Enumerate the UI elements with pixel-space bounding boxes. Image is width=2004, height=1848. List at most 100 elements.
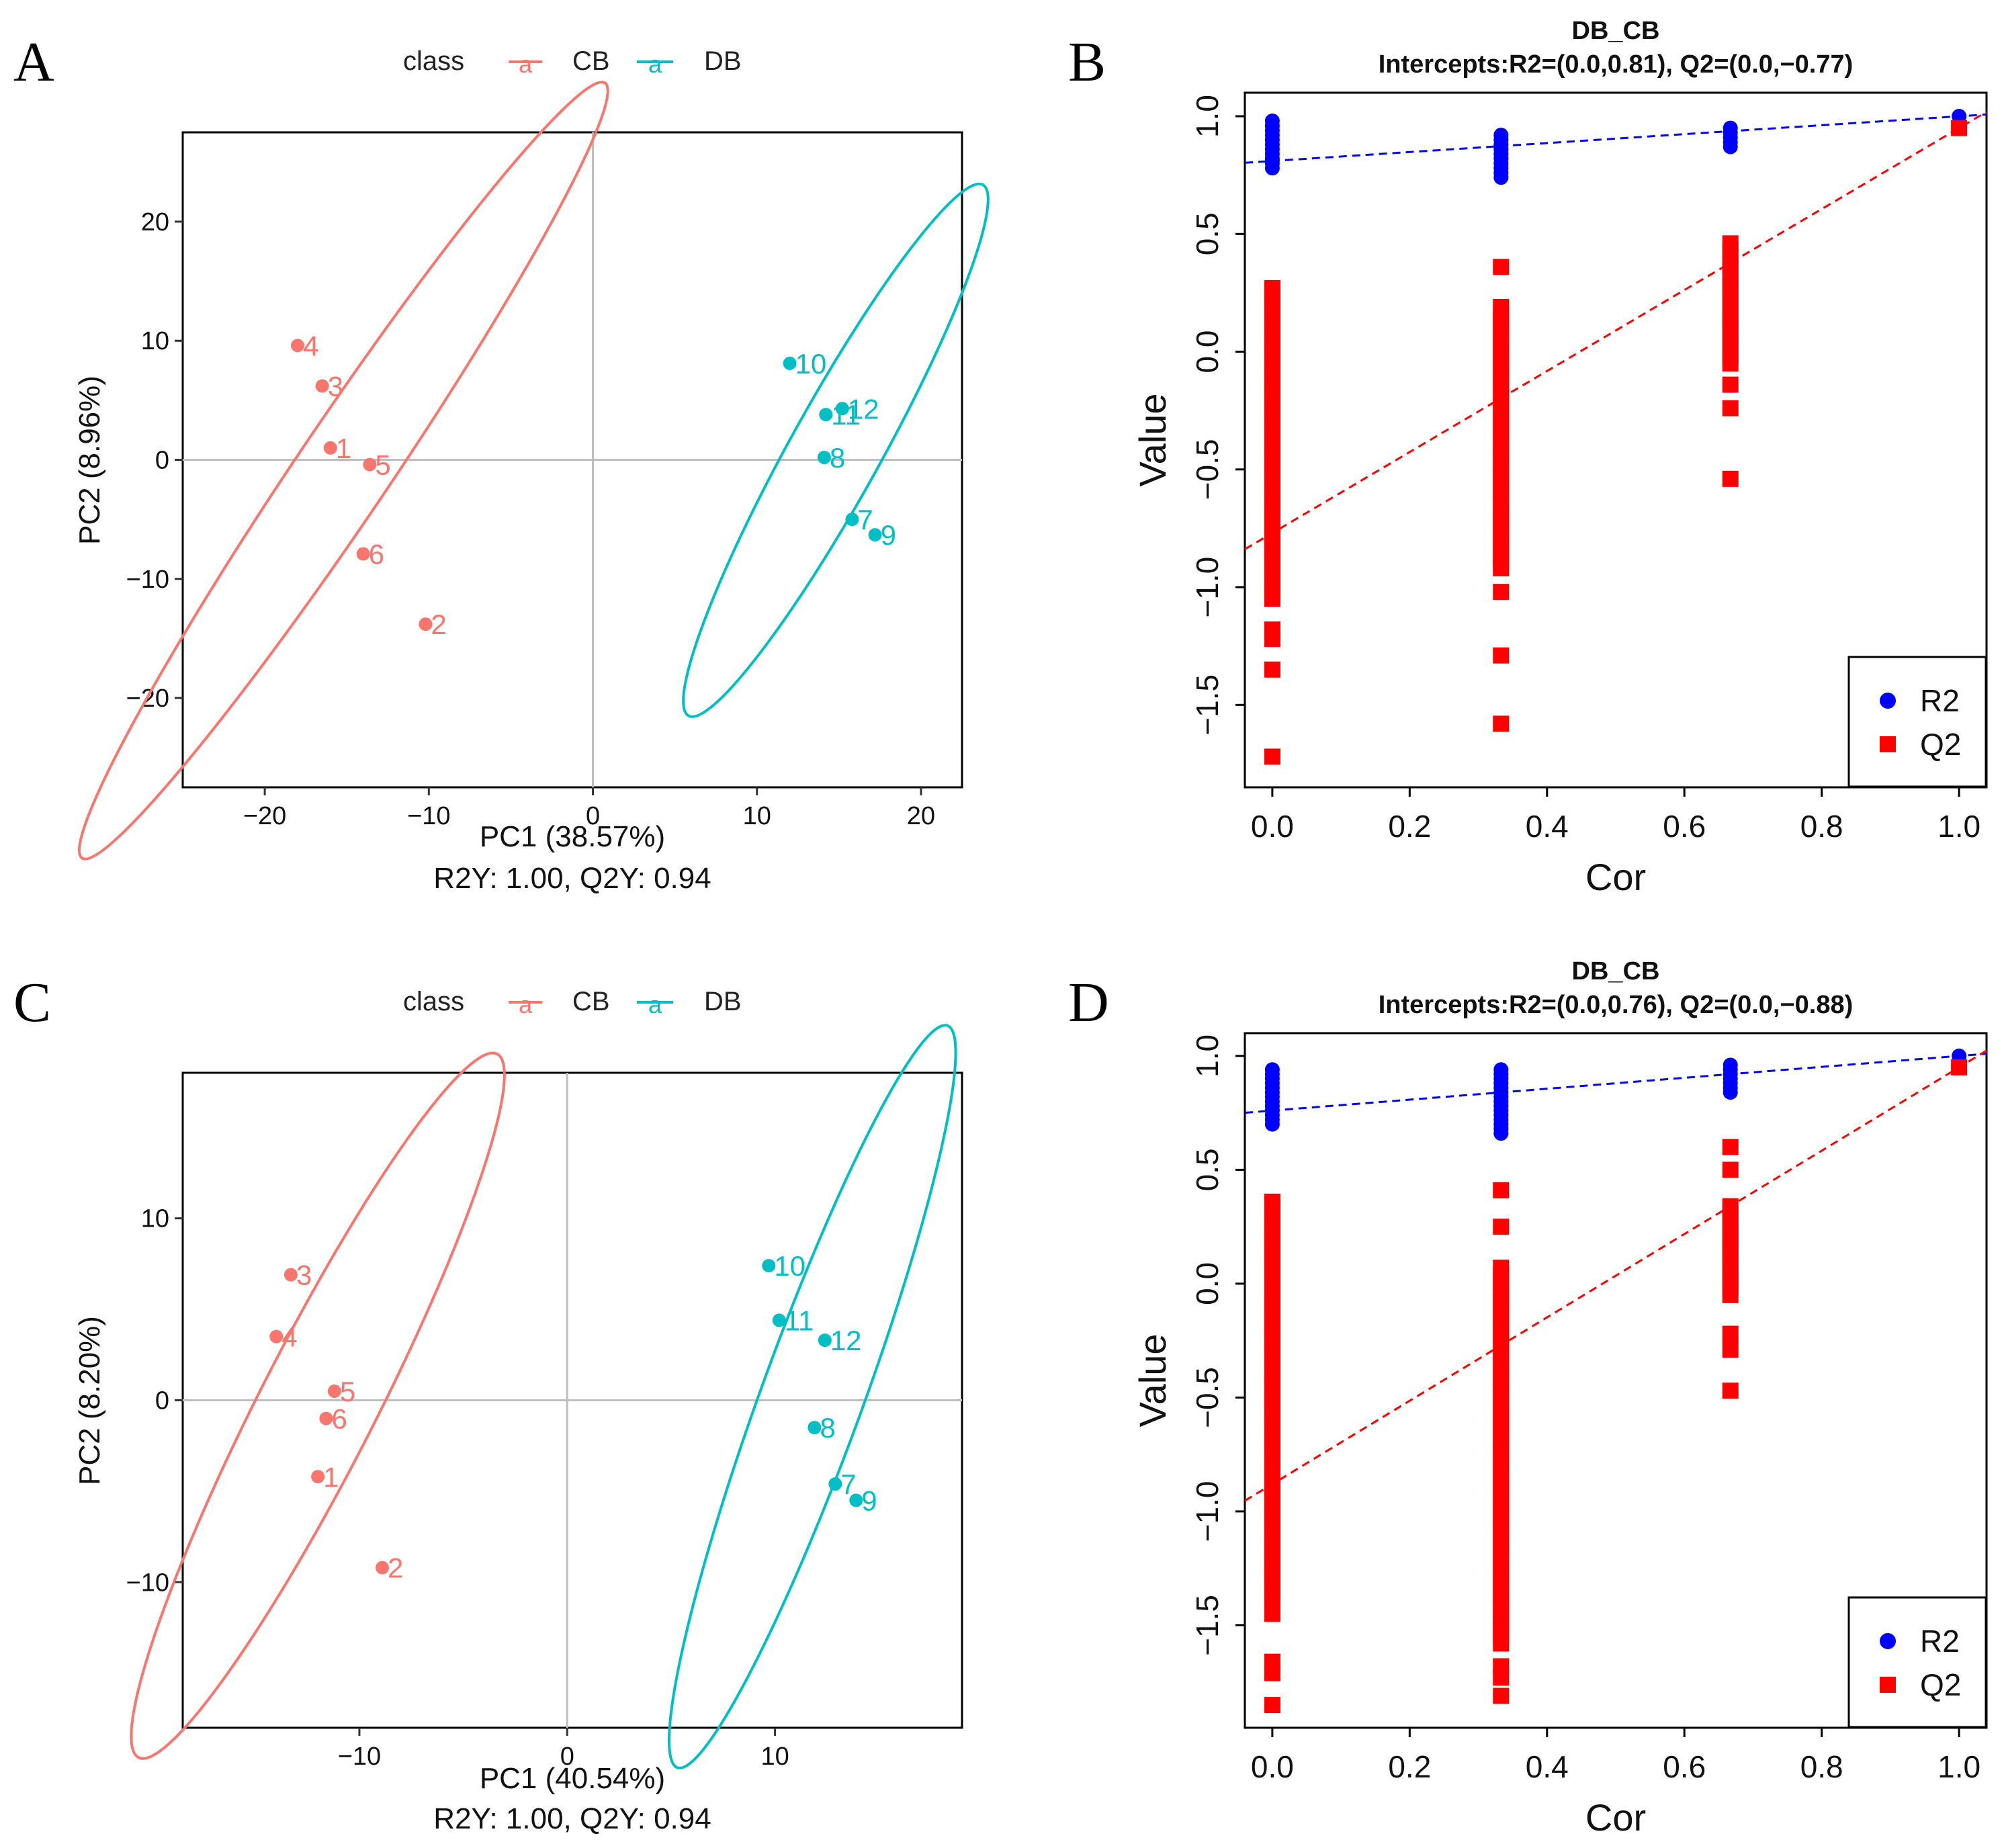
panel-c-x-tick-label: 0 bbox=[560, 1743, 574, 1771]
panel-a-point-3 bbox=[315, 379, 329, 393]
panel-b-q2-point bbox=[1264, 661, 1280, 678]
panel-c-point-3 bbox=[284, 1268, 298, 1282]
panel-a-point-12 bbox=[835, 402, 849, 416]
panel-a-legend-cb-label: CB bbox=[572, 46, 610, 76]
panel-c-point-2 bbox=[375, 1560, 389, 1575]
panel-d-permutation-plot: DB_CB Intercepts:R2=(0.0,0.76), Q2=(0.0,… bbox=[1131, 957, 1988, 1839]
panel-c-confidence-ellipses bbox=[130, 1024, 957, 1769]
panel-a-point-label-10: 10 bbox=[795, 348, 827, 380]
panel-b-r2-point bbox=[1264, 114, 1280, 129]
panel-d-r2-point bbox=[1493, 1062, 1509, 1077]
panel-a-y-tick-label: 0 bbox=[155, 447, 169, 475]
panel-c-point-label-5: 5 bbox=[340, 1376, 355, 1407]
panel-d-legend-q2-label: Q2 bbox=[1920, 1667, 1961, 1702]
panel-a-x-axis-title: PC1 (38.57%) bbox=[480, 820, 665, 853]
panel-c-point-label-3: 3 bbox=[296, 1260, 312, 1291]
panel-b-q2-point bbox=[1722, 400, 1739, 416]
panel-d-q2-point bbox=[1493, 1219, 1510, 1235]
panel-a-reference-lines bbox=[183, 132, 962, 787]
panel-b-y-tick-label: 0.0 bbox=[1190, 331, 1225, 373]
panel-b-r2-points bbox=[1264, 109, 1967, 185]
panel-d-plot-frame bbox=[1244, 1032, 1988, 1729]
panel-letter-c: C bbox=[13, 971, 51, 1034]
panel-b-q2-point bbox=[1722, 470, 1739, 487]
panel-a-point-label-3: 3 bbox=[328, 371, 343, 402]
panel-a-x-tick-label: −20 bbox=[243, 802, 286, 830]
panel-b-q2-points bbox=[1264, 120, 1968, 765]
panel-c-ellipse-db bbox=[668, 1024, 957, 1769]
panel-b-x-axis-title: Cor bbox=[1585, 856, 1646, 898]
panel-d-q2-point bbox=[1264, 1605, 1280, 1622]
panel-b-y-tick-label: −1.0 bbox=[1190, 557, 1225, 618]
panel-a-ellipse-cb bbox=[77, 81, 609, 861]
panel-a-legend-db-label: DB bbox=[704, 46, 742, 76]
panel-a-point-10 bbox=[783, 356, 797, 370]
panel-b-q2-point-original bbox=[1951, 120, 1968, 136]
panel-b-y-axis-title: Value bbox=[1131, 393, 1174, 486]
panel-c-point-label-9: 9 bbox=[861, 1485, 877, 1516]
panel-b-q2-point bbox=[1264, 631, 1280, 648]
panel-b-q2-point bbox=[1264, 279, 1280, 296]
panel-d-x-tick-label: 0.8 bbox=[1800, 1749, 1843, 1784]
panel-b-y-ticks: −1.5 −1.0 −0.5 0.0 0.5 1.0 bbox=[1190, 95, 1245, 736]
panel-c-ellipse-cb bbox=[130, 1051, 506, 1760]
panel-a-point-label-2: 2 bbox=[431, 609, 446, 640]
panel-b-q2-point bbox=[1493, 584, 1510, 601]
panel-c-point-1 bbox=[311, 1470, 325, 1484]
panel-c-point-7 bbox=[828, 1477, 842, 1491]
panel-b-legend-r2-label: R2 bbox=[1920, 683, 1960, 718]
panel-a-y-tick-label: 10 bbox=[141, 327, 169, 355]
panel-c-point-6 bbox=[319, 1411, 333, 1425]
panel-c-point-label-1: 1 bbox=[323, 1461, 339, 1493]
panel-d-r2-point bbox=[1264, 1062, 1280, 1077]
panel-b-r2-point bbox=[1493, 128, 1509, 143]
panel-c-subtitle: R2Y: 1.00, Q2Y: 0.94 bbox=[433, 1802, 711, 1835]
panel-b-r2-point bbox=[1723, 120, 1738, 136]
panel-d-q2-point bbox=[1722, 1341, 1739, 1358]
panel-c-y-tick-label: 0 bbox=[155, 1387, 169, 1415]
panel-d-legend-r2-marker bbox=[1880, 1633, 1896, 1649]
panel-c-legend: class a CB a DB bbox=[403, 987, 742, 1018]
panel-c-point-label-8: 8 bbox=[820, 1412, 835, 1444]
panel-d-legend-q2-marker bbox=[1880, 1677, 1896, 1693]
panel-c-x-ticks: −10 0 10 bbox=[338, 1728, 789, 1771]
panel-c-y-axis-title: PC2 (8.20%) bbox=[73, 1316, 106, 1485]
panel-a-x-tick-label: 0 bbox=[586, 802, 600, 830]
panel-c-point-label-4: 4 bbox=[281, 1321, 297, 1353]
panel-c-legend-db-label: DB bbox=[704, 987, 742, 1016]
panel-d-q2-point bbox=[1493, 1687, 1510, 1704]
panel-d-legend: R2 Q2 bbox=[1847, 1596, 1987, 1728]
panel-a-point-label-6: 6 bbox=[369, 539, 384, 570]
panel-a-y-axis-title: PC2 (8.96%) bbox=[73, 376, 106, 545]
panel-a-point-label-12: 12 bbox=[848, 393, 879, 425]
panel-b-legend: R2 Q2 bbox=[1847, 656, 1987, 788]
panel-d-y-tick-label: 0.5 bbox=[1190, 1148, 1225, 1191]
panel-d-x-axis-title: Cor bbox=[1585, 1796, 1646, 1839]
panel-b-x-tick-label: 1.0 bbox=[1937, 809, 1980, 844]
panel-c-legend-cb-glyph: a bbox=[519, 991, 533, 1018]
panel-c-point-12 bbox=[818, 1333, 832, 1348]
panel-d-x-ticks: 0.0 0.2 0.4 0.6 0.8 1.0 bbox=[1251, 1728, 1980, 1784]
panel-a-y-tick-label: −10 bbox=[126, 566, 169, 594]
panel-a-point-label-1: 1 bbox=[336, 433, 351, 464]
panel-a-legend-title: class bbox=[403, 46, 464, 76]
panel-b-plot-frame bbox=[1244, 91, 1988, 789]
panel-d-legend-box bbox=[1847, 1596, 1987, 1728]
panel-b-q2-point bbox=[1722, 235, 1739, 252]
panel-b-x-tick-label: 0.0 bbox=[1251, 809, 1294, 844]
panel-c-point-label-2: 2 bbox=[388, 1552, 403, 1584]
panel-b-y-tick-label: −1.5 bbox=[1190, 674, 1225, 736]
panel-d-x-tick-label: 0.0 bbox=[1251, 1749, 1294, 1784]
panel-b-r2-regression-line bbox=[1244, 113, 1987, 164]
panel-c-y-tick-label: 10 bbox=[141, 1205, 169, 1233]
panel-a-subtitle: R2Y: 1.00, Q2Y: 0.94 bbox=[433, 862, 711, 895]
panel-d-y-ticks: −1.5 −1.0 −0.5 0.0 0.5 1.0 bbox=[1190, 1035, 1245, 1656]
panel-d-y-axis-title: Value bbox=[1131, 1333, 1174, 1427]
panel-letter-a: A bbox=[13, 31, 54, 93]
panel-a-point-label-9: 9 bbox=[881, 519, 896, 551]
panel-a-point-2 bbox=[419, 617, 433, 631]
panel-a-point-6 bbox=[356, 547, 370, 561]
panel-b-y-tick-label: −0.5 bbox=[1190, 439, 1225, 500]
